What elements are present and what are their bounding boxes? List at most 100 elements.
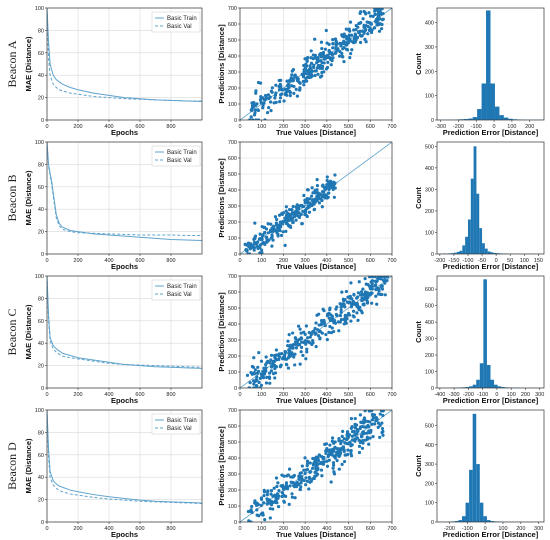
scatter-point: [252, 240, 257, 245]
x-tick-label: 300: [301, 258, 310, 264]
scatter-point: [339, 448, 343, 452]
scatter-point: [348, 20, 353, 24]
scatter-point: [327, 42, 331, 47]
scatter-point: [340, 290, 344, 294]
scatter-point: [307, 487, 311, 491]
histogram-bar: [508, 118, 513, 120]
scatter-point: [305, 464, 309, 468]
scatter-point: [339, 310, 343, 314]
plot-frame: [436, 141, 545, 255]
scatter-point: [330, 59, 334, 63]
scatter-point: [245, 373, 250, 377]
scatter-point: [342, 59, 346, 64]
scatter-point: [256, 118, 261, 120]
scatter-point: [280, 491, 285, 495]
scatter-point: [311, 191, 315, 195]
histogram-bar: [481, 83, 487, 120]
scatter-point: [247, 252, 252, 254]
scatter-point: [290, 351, 294, 355]
scatter-point: [274, 498, 278, 502]
scatter-point: [353, 416, 357, 421]
scatter-point: [342, 32, 346, 36]
scatter-point: [342, 459, 347, 464]
scatter-point: [271, 507, 275, 511]
scatter-point: [318, 192, 322, 196]
x-tick-label: 600: [135, 392, 144, 398]
scatter-point: [263, 97, 267, 102]
scatter-point: [322, 319, 326, 323]
histogram-bar: [479, 502, 484, 522]
scatter-point: [320, 474, 324, 478]
histogram-bar: [477, 109, 482, 120]
x-tick-label: 800: [166, 124, 175, 130]
scatter-point: [356, 30, 361, 34]
scatter-point: [253, 104, 258, 108]
scatter-point: [272, 101, 276, 105]
scatter-point: [367, 11, 371, 15]
scatter-point: [322, 460, 326, 464]
scatter-point: [263, 118, 267, 120]
scatter-point: [278, 82, 282, 86]
scatter-point: [350, 438, 355, 442]
scatter-point: [265, 110, 270, 115]
scatter-point: [277, 357, 281, 362]
scatter-point: [280, 211, 284, 216]
scatter-point: [333, 173, 337, 177]
scatter-point: [372, 26, 377, 30]
scatter-point: [282, 500, 286, 504]
scatter-point: [328, 443, 332, 447]
scatter-point: [249, 115, 253, 119]
scatter-point: [295, 211, 299, 215]
scatter-point: [262, 501, 266, 505]
legend-box: [151, 11, 201, 33]
y-tick-label: 600: [228, 156, 237, 162]
scatter-point: [251, 379, 256, 383]
plot-area: [437, 146, 544, 254]
x-tick-label: -200: [453, 124, 464, 130]
series-line: [47, 8, 202, 102]
x-tick-label: 700: [387, 392, 396, 398]
series-line: [47, 410, 202, 505]
scatter-point: [253, 368, 258, 372]
scatter-point: [308, 64, 312, 68]
histogram-bar: [458, 520, 462, 522]
histogram-bar: [486, 364, 491, 388]
scatter-point: [353, 426, 357, 430]
scatter-point: [283, 87, 287, 91]
scatter-point: [320, 66, 324, 71]
y-tick-label: 0: [431, 252, 434, 258]
plot-area: [47, 276, 202, 369]
scatter-point: [302, 68, 306, 72]
scatter-point: [347, 296, 352, 300]
scatter-point: [284, 91, 288, 95]
scatter-point: [349, 426, 353, 431]
scatter-point: [338, 313, 343, 318]
scatter-point: [256, 369, 261, 373]
scatter-point: [289, 480, 293, 484]
x-tick-label: 500: [344, 258, 353, 264]
scatter-point: [293, 352, 297, 356]
scatter-point: [320, 198, 324, 203]
x-tick-label: -100: [477, 392, 488, 398]
scatter-point: [324, 332, 328, 337]
scatter-point: [353, 422, 357, 426]
plot-frame: [46, 7, 203, 121]
y-axis-label: Predictions [Distance]: [217, 24, 226, 104]
y-tick-label: 60: [38, 51, 44, 57]
scatter-point: [361, 293, 365, 297]
scatter-point: [341, 445, 345, 449]
scatter-point: [378, 412, 382, 416]
y-tick-label: 100: [425, 230, 434, 236]
scatter-point: [385, 276, 390, 279]
histogram-bar: [479, 363, 484, 388]
scatter-point: [316, 72, 320, 76]
scatter-point: [370, 28, 374, 32]
scatter-point: [376, 17, 380, 21]
scatter-point: [370, 301, 374, 305]
scatter-point: [323, 47, 327, 51]
y-tick-label: 100: [228, 102, 237, 108]
histogram-bar: [453, 252, 457, 254]
scatter-point: [341, 429, 345, 433]
scatter-point: [369, 14, 373, 18]
